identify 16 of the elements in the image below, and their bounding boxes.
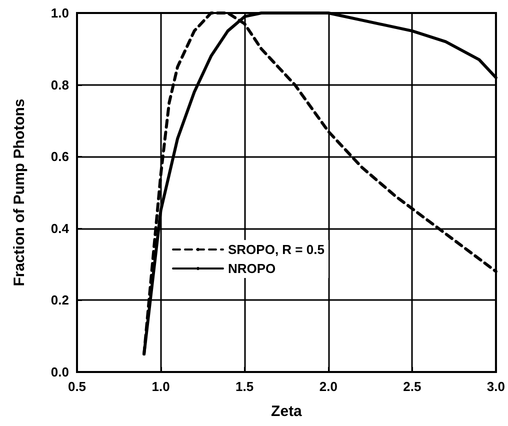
- y-tick-label: 0.6: [50, 149, 69, 164]
- y-tick-label: 0.0: [50, 364, 69, 380]
- legend-label: NROPO: [228, 261, 276, 276]
- y-tick-label: 0.4: [50, 220, 70, 236]
- x-tick-label: 2.5: [403, 379, 422, 394]
- y-axis-title: Fraction of Pump Photons: [11, 98, 28, 286]
- x-tick-label: 2.0: [319, 379, 338, 394]
- y-tick-label: 1.0: [50, 6, 69, 20]
- y-tick-label: 0.2: [50, 292, 69, 308]
- legend-label: SROPO, R = 0.5: [228, 242, 324, 257]
- x-tick-label: 0.5: [68, 379, 86, 394]
- x-axis-title: Zeta: [271, 403, 303, 420]
- y-tick-label: 0.8: [50, 77, 69, 92]
- x-tick-label: 1.0: [152, 379, 170, 394]
- x-tick-label: 3.0: [486, 379, 506, 394]
- x-tick-label: 1.5: [236, 379, 254, 394]
